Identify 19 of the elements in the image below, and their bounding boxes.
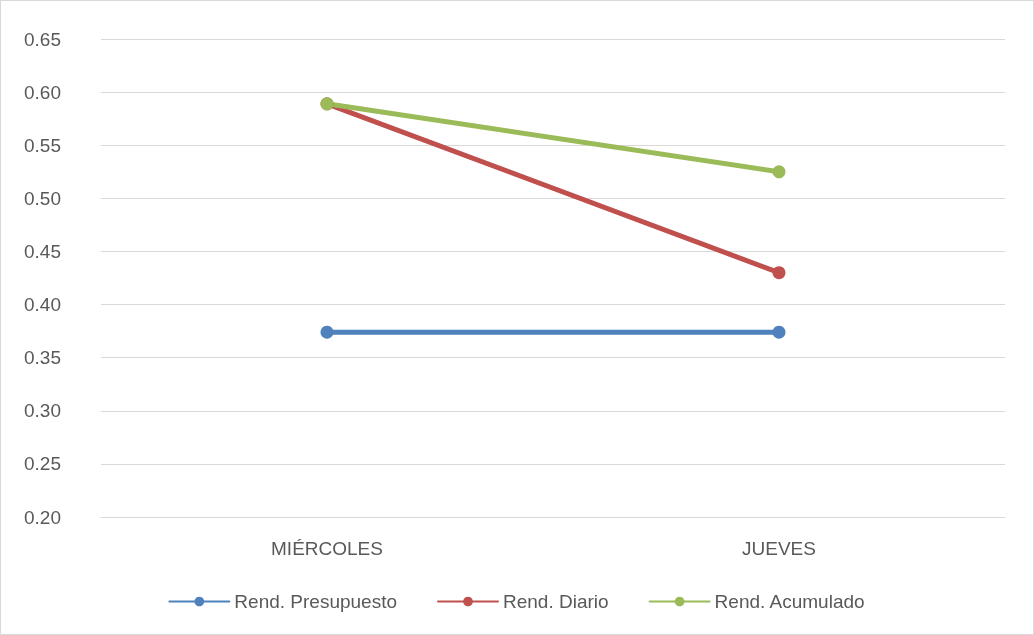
y-tick-label: 0.50: [24, 187, 61, 209]
point: [772, 266, 786, 280]
point: [772, 165, 786, 179]
x-tick-label: MIÉRCOLES: [271, 538, 383, 559]
y-tick-label: 0.60: [24, 81, 61, 103]
legend-label: Rend. Presupuesto: [234, 591, 398, 612]
point: [320, 325, 334, 339]
x-tick-label: JUEVES: [742, 538, 816, 559]
y-tick-label: 0.25: [24, 453, 61, 475]
point: [772, 325, 786, 339]
y-tick-label: 0.55: [24, 134, 61, 156]
y-tick-label: 0.40: [24, 294, 61, 316]
y-tick-label: 0.30: [24, 400, 61, 422]
legend-label: Rend. Acumulado: [714, 591, 865, 612]
y-tick-label: 0.20: [24, 506, 61, 528]
y-tick-label: 0.65: [24, 28, 61, 50]
legend-label: Rend. Diario: [503, 591, 609, 612]
y-tick-label: 0.45: [24, 240, 61, 262]
y-tick-label: 0.35: [24, 347, 61, 369]
